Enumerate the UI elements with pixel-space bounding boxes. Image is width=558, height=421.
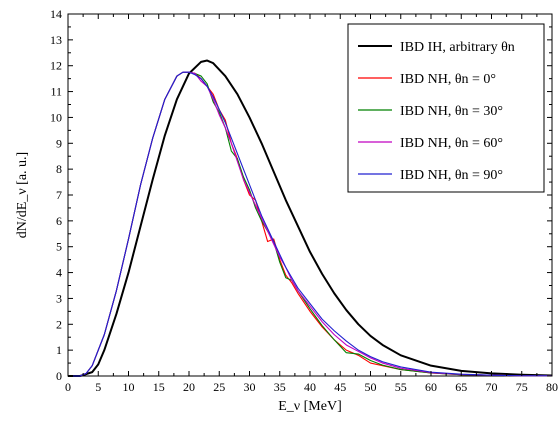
x-axis-label: E_ν [MeV]: [278, 399, 341, 414]
legend-label: IBD NH, θn = 60°: [400, 136, 503, 151]
y-tick-label: 1: [56, 343, 62, 357]
legend: IBD IH, arbitrary θn IBD NH, θn = 0° IBD N…: [347, 23, 545, 193]
x-tick-label: 55: [395, 380, 407, 394]
y-tick-label: 3: [56, 291, 62, 305]
y-tick-label: 13: [50, 33, 62, 47]
y-tick-label: 10: [50, 110, 62, 124]
x-tick-label: 80: [546, 380, 558, 394]
x-tick-label: 75: [516, 380, 528, 394]
x-tick-label: 25: [213, 380, 225, 394]
x-tick-label: 50: [365, 380, 377, 394]
axis-labels: E_ν [MeV] dN/dE_ν [a. u.]: [15, 152, 342, 414]
x-tick-label: 65: [455, 380, 467, 394]
x-tick-label: 15: [153, 380, 165, 394]
legend-label: IBD IH, arbitrary θn: [400, 40, 515, 55]
series-layer: [68, 59, 553, 377]
series-line: [68, 59, 553, 377]
x-tick-label: 20: [183, 380, 195, 394]
y-tick-label: 4: [56, 266, 62, 280]
x-tick-label: 40: [304, 380, 316, 394]
ticks-layer: 0 5 10 15 20 25 30 35 40 45 50 55 60 65 70 75 8001234567…: [50, 7, 558, 394]
y-axis-label: dN/dE_ν [a. u.]: [15, 152, 30, 238]
y-tick-label: 2: [56, 317, 62, 331]
legend-label: IBD NH, θn = 0°: [400, 72, 496, 87]
x-tick-label: 60: [425, 380, 437, 394]
x-tick-label: 30: [244, 380, 256, 394]
y-tick-label: 5: [56, 240, 62, 254]
y-tick-label: 8: [56, 162, 62, 176]
y-tick-label: 11: [50, 85, 62, 99]
x-tick-label: 45: [334, 380, 346, 394]
x-tick-label: 5: [95, 380, 101, 394]
legend-box: [347, 23, 545, 193]
series-line: [68, 71, 552, 377]
x-tick-label: 10: [123, 380, 135, 394]
y-tick-label: 12: [50, 59, 62, 73]
legend-label: IBD NH, θn = 30°: [400, 104, 503, 119]
y-tick-label: 6: [56, 214, 62, 228]
y-tick-label: 7: [56, 188, 62, 202]
legend-label: IBD NH, θn = 90°: [400, 168, 503, 183]
y-tick-label: 0: [56, 369, 62, 383]
y-tick-label: 9: [56, 136, 62, 150]
x-tick-label: 70: [486, 380, 498, 394]
y-tick-label: 14: [50, 7, 62, 21]
x-tick-label: 35: [274, 380, 286, 394]
x-tick-label: 0: [65, 380, 71, 394]
